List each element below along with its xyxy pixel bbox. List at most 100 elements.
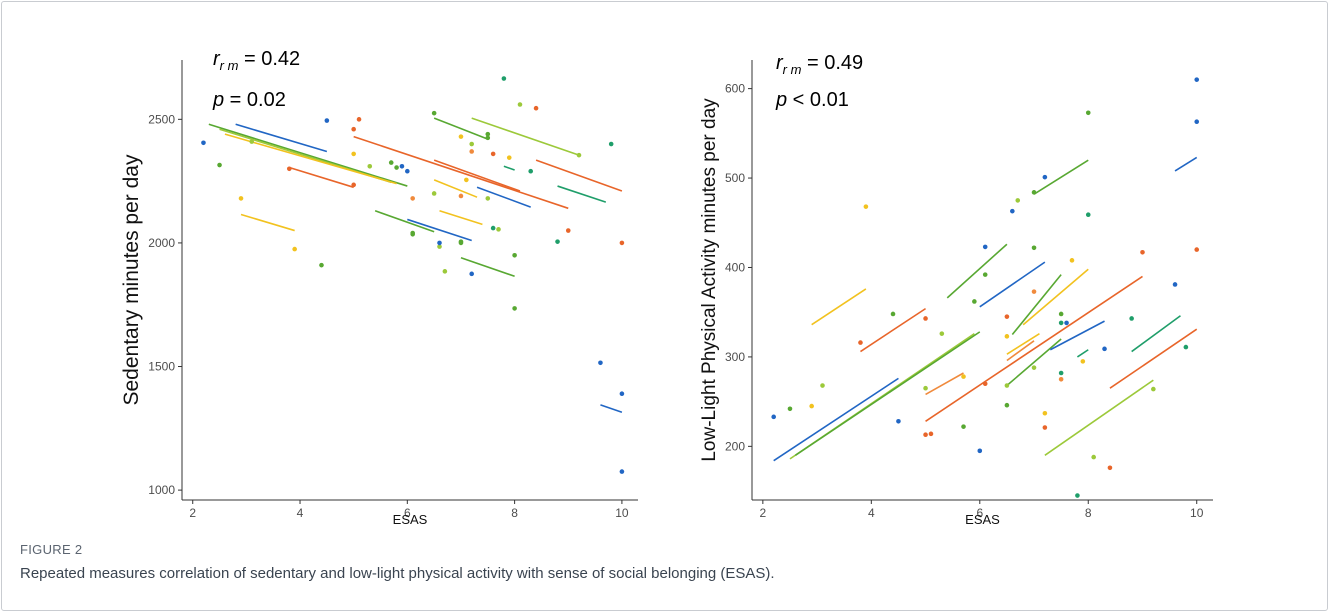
data-point xyxy=(928,431,934,437)
data-point xyxy=(388,160,394,165)
data-point xyxy=(1172,282,1178,287)
y-axis-label: Sedentary minutes per day xyxy=(120,154,143,405)
rrm-annotation: rr m = 0.42 xyxy=(213,48,300,73)
data-point xyxy=(787,406,793,412)
p-symbol: p xyxy=(775,89,787,111)
data-point xyxy=(923,316,928,321)
data-point xyxy=(469,141,474,147)
data-point xyxy=(1085,110,1091,116)
x-tick-label: 2 xyxy=(760,506,767,520)
data-point xyxy=(533,105,539,111)
data-point xyxy=(249,139,255,144)
x-tick-label: 6 xyxy=(976,506,983,520)
data-point xyxy=(410,231,415,237)
data-point xyxy=(1064,320,1069,326)
data-point xyxy=(619,391,625,397)
data-point xyxy=(469,149,474,154)
fit-line xyxy=(1131,315,1181,353)
fit-line xyxy=(1022,268,1089,326)
fit-line xyxy=(433,117,489,140)
data-point xyxy=(1075,493,1080,498)
data-point xyxy=(1091,454,1096,460)
data-point xyxy=(1183,344,1189,350)
data-point xyxy=(1107,465,1113,471)
data-point xyxy=(367,163,373,169)
fit-line xyxy=(925,372,964,396)
data-point xyxy=(458,134,464,139)
fit-line xyxy=(557,185,607,203)
data-point xyxy=(1010,208,1015,214)
fit-line xyxy=(773,377,899,462)
x-tick-label: 2 xyxy=(189,506,196,520)
data-point xyxy=(437,240,442,246)
data-point xyxy=(977,448,983,454)
fit-line xyxy=(1044,379,1154,456)
data-point xyxy=(858,340,863,345)
y-tick-label: 2000 xyxy=(148,236,175,250)
x-tick-label: 10 xyxy=(615,506,629,520)
data-point xyxy=(1058,311,1064,317)
data-point xyxy=(1042,174,1048,180)
data-point xyxy=(485,131,491,137)
x-axis-label: ESAS xyxy=(965,512,1000,527)
chart-panel-sedentary: 2 4 6 8 10 1000 1500 2000 2500 ESAS Sedentary minu… xyxy=(120,48,638,527)
p-value: < 0.01 xyxy=(787,89,849,111)
data-point xyxy=(1140,249,1145,255)
data-point xyxy=(528,168,534,174)
data-point xyxy=(809,403,814,409)
data-point xyxy=(982,272,988,277)
data-point xyxy=(1129,316,1134,321)
fit-line xyxy=(535,159,623,192)
rrm-value: = 0.49 xyxy=(801,52,863,74)
data-point xyxy=(490,225,496,231)
data-point xyxy=(1194,77,1200,82)
fit-line xyxy=(374,210,435,233)
fit-line xyxy=(407,218,472,242)
data-point xyxy=(982,244,988,250)
data-point xyxy=(1004,383,1010,388)
data-point xyxy=(1058,370,1064,376)
fit-line xyxy=(433,179,478,198)
rrm-symbol: r xyxy=(776,52,784,74)
fit-line xyxy=(353,135,569,210)
data-point xyxy=(458,240,464,246)
data-point xyxy=(394,165,399,170)
data-point xyxy=(464,177,469,183)
data-point xyxy=(1031,289,1037,294)
data-point xyxy=(771,414,776,420)
y-tick-label: 1000 xyxy=(148,483,175,497)
data-point xyxy=(469,271,474,277)
data-point xyxy=(431,110,437,116)
fit-line xyxy=(503,165,515,171)
data-point xyxy=(1031,245,1037,251)
data-point xyxy=(431,191,437,196)
data-point xyxy=(576,152,582,158)
data-point xyxy=(319,262,324,268)
data-point xyxy=(1004,402,1010,408)
data-point xyxy=(820,383,825,388)
data-point xyxy=(598,360,603,366)
y-tick-label: 400 xyxy=(725,260,745,274)
fit-line xyxy=(794,331,981,456)
data-point xyxy=(1058,320,1064,326)
data-point xyxy=(923,385,928,391)
data-point xyxy=(1194,247,1200,252)
data-point xyxy=(496,227,501,232)
rrm-symbol: r xyxy=(213,48,221,70)
fit-line xyxy=(860,307,926,353)
data-point xyxy=(1080,359,1086,364)
y-tick-label: 600 xyxy=(725,82,745,96)
data-point xyxy=(896,419,901,424)
fit-line xyxy=(471,117,580,156)
y-tick-label: 300 xyxy=(725,350,745,364)
data-point xyxy=(565,228,571,233)
y-tick-label: 1500 xyxy=(148,360,175,374)
fit-line xyxy=(1006,338,1062,387)
data-point xyxy=(286,166,292,172)
fit-line xyxy=(946,243,1008,299)
data-point xyxy=(972,299,977,304)
y-tick-label: 200 xyxy=(725,439,745,453)
data-point xyxy=(890,311,896,317)
y-axis-label: Low-Light Physical Activity minutes per … xyxy=(699,98,720,462)
